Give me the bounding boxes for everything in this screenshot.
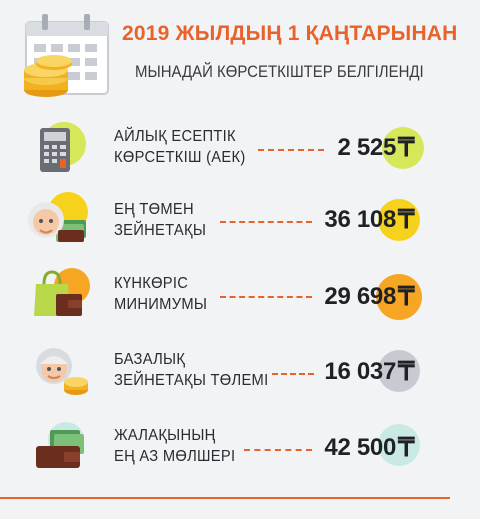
list-item: КҮНКӨРІС МИНИМУМЫ 29 698 ₸ <box>0 264 480 334</box>
elderly-woman-icon <box>36 348 88 395</box>
leader-line <box>258 149 324 151</box>
leader-line <box>244 449 312 451</box>
item-value: 29 698 <box>324 283 396 310</box>
bottom-divider <box>0 497 450 499</box>
list-item: ЖАЛАҚЫНЫҢ ЕҢ АЗ МӨЛШЕРІ 42 500 ₸ <box>0 416 480 486</box>
leader-line <box>220 296 312 298</box>
item-value: 42 500 <box>324 434 396 461</box>
value-circle <box>378 199 420 241</box>
item-label: БАЗАЛЫҚ ЗЕЙНЕТАҚЫ ТӨЛЕМІ <box>114 351 269 389</box>
tenge-sign: ₸ <box>398 204 415 234</box>
leader-line <box>220 221 312 223</box>
leader-line <box>272 373 314 375</box>
value-circle <box>376 274 422 320</box>
item-label: ЖАЛАҚЫНЫҢ ЕҢ АЗ МӨЛШЕРІ <box>114 427 236 465</box>
item-label: КҮНКӨРІС МИНИМУМЫ <box>114 275 208 313</box>
shopping-bag-icon <box>34 268 90 316</box>
value-circle <box>378 424 420 466</box>
list-item: АЙЛЫҚ ЕСЕПТІК КӨРСЕТКІШ (АЕК) 2 525 ₸ <box>0 118 480 188</box>
list-item: БАЗАЛЫҚ ЗЕЙНЕТАҚЫ ТӨЛЕМІ 16 037 ₸ <box>0 340 480 410</box>
list-item: ЕҢ ТӨМЕН ЗЕЙНЕТАҚЫ 36 108 ₸ <box>0 190 480 260</box>
wallet-icon <box>36 422 84 468</box>
calculator-icon <box>40 122 86 172</box>
tenge-sign: ₸ <box>398 281 415 311</box>
item-value: 36 108 <box>324 206 396 233</box>
page-title: 2019 ЖЫЛДЫҢ 1 ҚАҢТАРЫНАН <box>122 22 458 45</box>
tenge-sign: ₸ <box>398 432 415 462</box>
item-label: ЕҢ ТӨМЕН ЗЕЙНЕТАҚЫ <box>114 201 207 239</box>
tenge-sign: ₸ <box>398 356 415 386</box>
page-subtitle: МЫНАДАЙ КӨРСЕТКІШТЕР БЕЛГІЛЕНДІ <box>135 62 424 81</box>
value-circle <box>378 350 420 392</box>
tenge-sign: ₸ <box>398 132 415 162</box>
item-value: 16 037 <box>324 358 396 385</box>
value-circle <box>382 127 424 169</box>
calendar-coins-icon <box>24 14 109 97</box>
item-label: АЙЛЫҚ ЕСЕПТІК КӨРСЕТКІШ (АЕК) <box>114 128 246 166</box>
pensioner-icon <box>28 192 88 242</box>
item-value: 2 525 <box>337 134 396 161</box>
